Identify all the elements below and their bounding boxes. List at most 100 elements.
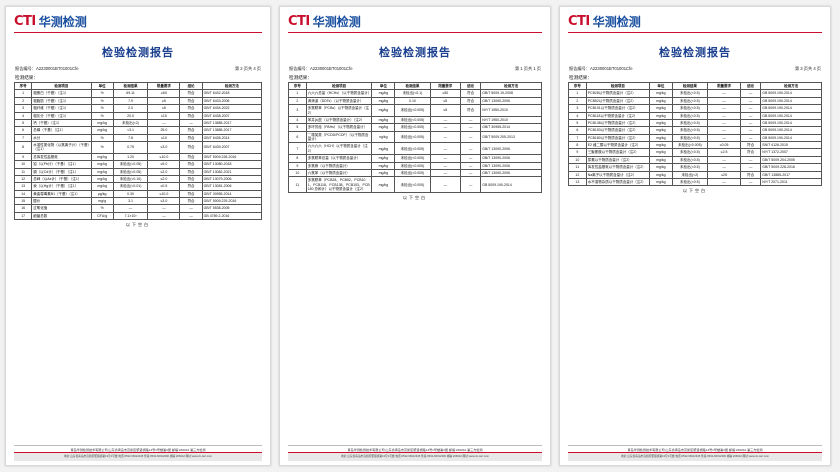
table-row: 1 PCB28以干物质含量计（注2） mg/kg 未检出(<0.5) — — GB 5009… <box>568 89 822 98</box>
table-cell: — <box>707 155 741 165</box>
meta-row-2: 报告编号：A2230001BT01001Cfe 第 1 页共 1 页 <box>280 66 550 72</box>
table-cell: 10 <box>288 168 307 178</box>
table-row: 8 水溶性氯化物（以氯离子计）（干基）（注1）% 0.75 ≤3.0 符合 GB/T 64… <box>13 141 263 154</box>
table-cell: — <box>429 154 462 163</box>
table-cell: — <box>707 96 741 106</box>
table-cell: 4 <box>568 111 587 120</box>
table-cell: mg/kg <box>371 142 396 156</box>
table-row: 2 粗脂肪（干基）（注1）% 7.9 ≥5 符合 GB/T 6433-2006 <box>13 96 263 106</box>
column-header: 检测项目 <box>585 81 650 91</box>
table-cell: — <box>147 118 181 128</box>
table-cell: 11 <box>13 167 33 176</box>
table-row: 13 水不溶物杂质以干物质含量计（注2） mg/kg 未检出(<0.5) — — NY/T … <box>568 177 822 187</box>
table-cell: mg/kg <box>648 118 673 128</box>
table-cell: ≤10 <box>147 133 181 143</box>
table-cell: — <box>707 89 741 98</box>
table-cell: — <box>459 130 482 144</box>
table-cell: mg/kg <box>371 123 396 132</box>
table-cell: 未检出(<0.1) <box>394 89 431 98</box>
table-cell: 5 <box>288 123 307 132</box>
table-cell: % <box>90 141 114 154</box>
table-cell: mg/kg <box>371 89 396 98</box>
table-cell: — <box>739 89 762 98</box>
column-header: 限量要求 <box>707 81 741 91</box>
table-cell: 符合 <box>459 96 482 106</box>
table-cell: mg/kg <box>371 96 396 106</box>
table-row: 4 粗灰分（干基）（注1）% 20.0 ≤15 符合 GB/T 6438-2007 <box>13 111 263 120</box>
report-page-2: CTI 华测检测 检验检测报告 报告编号：A2230001BT01001Cfe … <box>279 6 551 466</box>
table-cell: 二噁英类（PCDD/PCDF）（以干物质含量计） <box>305 130 373 144</box>
table-cell: mg/kg <box>90 182 114 191</box>
table-cell: mg/kg <box>648 89 673 98</box>
table-cell: 六氯苯（以干物质含量计） <box>305 168 373 178</box>
page-title-2: 检验检测报告 <box>379 47 451 59</box>
table-cell: GB/T 13090-2006 <box>480 96 542 106</box>
table-cell: — <box>459 161 482 170</box>
table-cell: 符合 <box>179 182 203 191</box>
table-cell: ≤10.0 <box>147 152 181 162</box>
table-cell: mg/kg <box>648 148 673 157</box>
table-cell: 25.0 <box>147 126 181 135</box>
header-rule <box>568 32 822 33</box>
table-row: 15 酸价 mg/g 3.1 ≤3.0 符合 GB/T 5009.229-2016 <box>13 196 263 206</box>
table-cell: GB 5009.190-2014 <box>760 89 822 98</box>
cti-logo-text: CTI <box>568 14 590 29</box>
table-cell: GB/T 5538-2005 <box>201 204 263 213</box>
table-cell: 总磷（干基）（注1） <box>31 126 92 135</box>
table-cell: PCB118以干物质含量计（注2） <box>585 111 650 120</box>
report-number-3: 报告编号：A2230001BT01001Cfe <box>569 66 633 71</box>
table-cell: mg/kg <box>371 161 396 170</box>
table-row: 10 尿素以干物质含量计（注2） mg/kg 未检出(<0.5) — — GB/T 5009… <box>568 155 822 165</box>
table-cell: GB/T 13090-2006 <box>480 161 542 170</box>
table-cell: 17 <box>13 211 33 221</box>
table-cell: 12 <box>13 174 33 184</box>
table-cell: 汞（以Hg计）（干基）（注1） <box>31 182 92 191</box>
table-cell: 未检出(<0.5) <box>671 155 709 165</box>
table-cell: ≥60 <box>147 89 181 98</box>
table-row: 5 多环芳烃（PAHs）（以干物质含量计） mg/kg 未检出(<0.005) — — GB… <box>288 123 542 132</box>
column-header: 检测方法 <box>480 81 542 91</box>
table-cell: mg/kg <box>648 140 673 150</box>
table-cell: — <box>429 176 462 194</box>
table-row: 11 镉（以Cd计）（干基）（注1） mg/kg 未检出(<0.05) ≤2.0 符合 GB… <box>13 167 263 176</box>
table-cell: 粗灰分（干基）（注1） <box>31 111 92 120</box>
table-cell: ≤15 <box>147 111 181 120</box>
table-row: 7 六六六六（HCH）以干物质含量计（注2） mg/kg 未检出(<0.005) — — G… <box>288 142 542 156</box>
table-cell: 3 <box>13 104 33 113</box>
table-cell: 黄曲霉毒素B1（干基）（注1） <box>31 189 92 199</box>
table-cell: — <box>429 123 462 132</box>
column-header: 检测结果 <box>112 81 149 91</box>
table-cell: mg/g <box>90 196 114 206</box>
section-label-2: 检测结果： <box>289 75 312 80</box>
table-cell: 符合 <box>459 89 482 98</box>
table-row: 10 六氯苯（以干物质含量计） mg/kg 未检出(<0.005) — — GB/T 130… <box>288 168 542 178</box>
table-row: 13 汞（以Hg计）（干基）（注1） mg/kg 未检出(<0.01) ≤0.5 符合 GB… <box>13 182 263 191</box>
table-cell: GB/T 13885-2017 <box>201 126 263 135</box>
section-label-1: 检测结果： <box>15 75 38 80</box>
table-cell: — <box>707 104 741 113</box>
table-cell: 7.1×10³ <box>112 211 149 221</box>
table-row: 3 PCB101以干物质含量计（注2） mg/kg 未检出(<0.5) — — GB 500… <box>568 104 822 113</box>
table-cell: 未检出(<0.5) <box>671 104 709 113</box>
report-number-1: 报告编号：A2230001BT01001Cfe <box>15 66 79 71</box>
table-cell: 未检出(<0.5) <box>671 89 709 98</box>
table-cell: ≤0.05 <box>707 140 741 150</box>
table-cell: ≤3.0 <box>147 196 181 206</box>
table-cell: GB/T 5009.204-2005 <box>760 155 822 165</box>
table-cell: 未检出(<0.10) <box>112 174 149 184</box>
table-cell: 六六六六（HCH）以干物质含量计（注2） <box>305 142 373 156</box>
table-cell: — <box>147 204 181 213</box>
table-cell: — <box>739 111 762 120</box>
table-cell: 符合 <box>459 104 482 117</box>
letterhead-2: CTI 华测检测 <box>280 7 550 37</box>
table-cell: 符合 <box>179 196 203 206</box>
table-cell: 未检出(<2) <box>671 170 709 179</box>
table-cell: 符合 <box>179 126 203 135</box>
table-cell: 未检出(<0.005) <box>394 168 431 178</box>
table-cell: 符合 <box>179 104 203 113</box>
column-header: 结论 <box>459 81 482 91</box>
table-cell: 6 <box>288 130 307 144</box>
table-cell: 未检出(<0.5) <box>671 163 709 172</box>
table-cell: 未检出(<0.5) <box>671 111 709 120</box>
